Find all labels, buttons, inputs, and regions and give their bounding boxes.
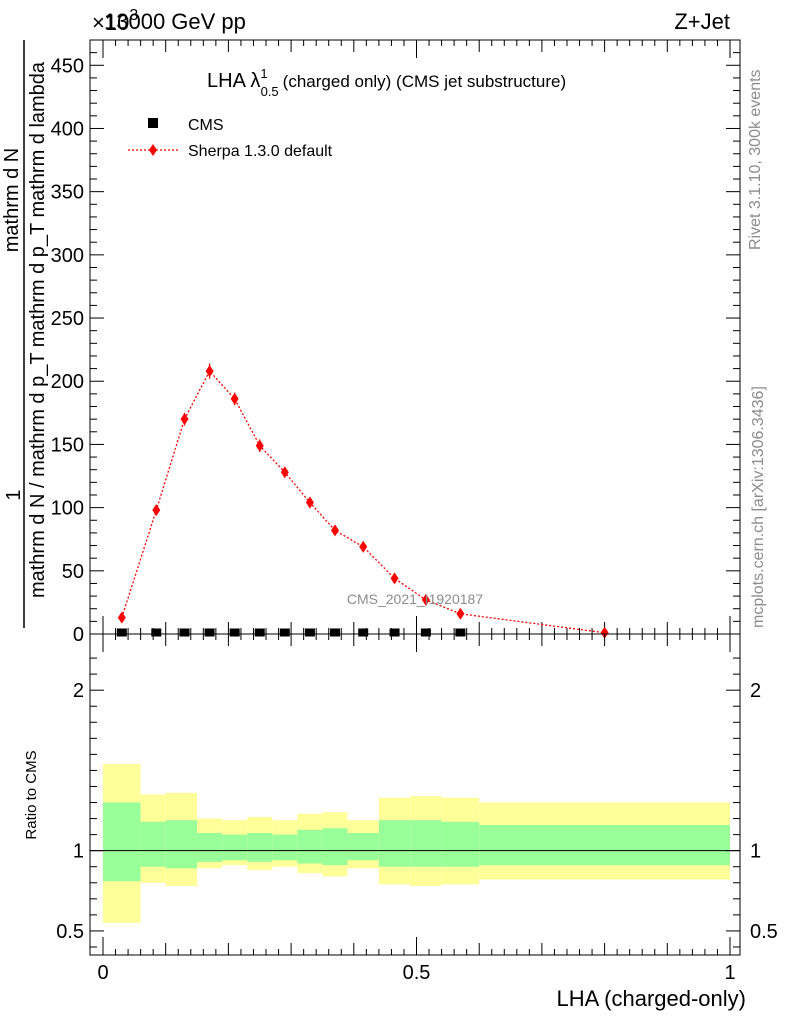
- ratio-inner-band: [322, 828, 348, 866]
- main-y-tick-label: 300: [51, 245, 84, 267]
- sherpa-point: [230, 392, 239, 405]
- ratio-y-tick-label-right: 0.5: [750, 921, 778, 943]
- legend-cms-marker: [148, 118, 158, 128]
- ratio-inner-band: [479, 824, 730, 866]
- main-y-tick-label: 400: [51, 118, 84, 140]
- ratio-inner-band: [378, 820, 411, 867]
- main-y-tick-label: 200: [51, 371, 84, 393]
- ratio-y-tick-label: 2: [73, 680, 84, 702]
- ratio-y-tick-label-right: 1: [750, 841, 761, 863]
- cms-point: [455, 628, 466, 637]
- cms-point: [389, 628, 400, 637]
- sherpa-point: [152, 504, 161, 517]
- cms-point: [254, 628, 265, 637]
- ratio-plot-panel: 0 0.5 1 0.5 0.5 1 1 2 2: [56, 633, 778, 984]
- sherpa-point: [255, 439, 264, 452]
- sherpa-point: [390, 572, 399, 585]
- x-tick-label: 1: [724, 962, 735, 984]
- main-y-tick-label: 450: [51, 55, 84, 77]
- cms-point: [420, 628, 431, 637]
- main-plot-panel: 0 50 100 150 200 250 300 350 400 450: [51, 39, 741, 646]
- cms-point: [279, 628, 290, 637]
- mcplots-label: mcplots.cern.ch [arXiv:1306.3436]: [750, 386, 767, 628]
- header-exponent: ×103: [92, 7, 138, 35]
- main-y-tick-label: 350: [51, 182, 84, 204]
- plot-title: LHA λ1 0.5(charged only) (CMS jet substru…: [207, 66, 566, 99]
- sherpa-line: [121, 369, 605, 634]
- legend-sherpa-label: Sherpa 1.3.0 default: [188, 143, 333, 160]
- cms-point: [358, 628, 369, 637]
- y-axis-label-denominator: mathrm d N / mathrm d p_T mathrm d p_T m…: [27, 61, 49, 598]
- sherpa-point: [330, 524, 339, 537]
- main-y-tick-label: 250: [51, 308, 84, 330]
- y-axis-label-numerator: 1: [3, 489, 25, 500]
- cms-point: [151, 628, 162, 637]
- cms-point: [179, 628, 190, 637]
- ratio-axis-label: Ratio to CMS: [23, 750, 40, 839]
- sherpa-point: [117, 611, 126, 624]
- ratio-inner-band: [247, 833, 273, 862]
- sherpa-point: [305, 496, 314, 509]
- ratio-inner-band: [297, 829, 323, 864]
- cms-point: [204, 628, 215, 637]
- ratio-inner-band: [272, 834, 298, 861]
- ratio-inner-band: [197, 833, 223, 862]
- sherpa-point: [205, 365, 214, 378]
- cms-point: [229, 628, 240, 637]
- main-y-tick-label: 0: [73, 624, 84, 646]
- y-axis-label-upper: mathrm d N: [1, 148, 23, 252]
- y-axis-label: 1 mathrm d N mathrm d N / mathrm d p_T m…: [1, 40, 49, 628]
- cms-point: [329, 628, 340, 637]
- ratio-inner-band: [222, 834, 248, 861]
- main-y-tick-label: 50: [62, 561, 84, 583]
- sherpa-point: [421, 593, 430, 606]
- ratio-y-tick-label-right: 2: [750, 680, 761, 702]
- header-right-title: Z+Jet: [674, 9, 730, 34]
- ratio-inner-band: [103, 802, 141, 882]
- ratio-inner-band: [441, 821, 480, 867]
- main-y-tick-label: 150: [51, 434, 84, 456]
- x-tick-label: 0: [97, 962, 108, 984]
- sherpa-point: [456, 607, 465, 620]
- ratio-inner-band: [347, 833, 379, 861]
- analysis-watermark: CMS_2021_I1920187: [347, 591, 483, 607]
- legend: CMS Sherpa 1.3.0 default: [128, 117, 333, 160]
- ratio-y-tick-label: 0.5: [56, 921, 84, 943]
- ratio-plot-frame: [89, 633, 741, 956]
- sherpa-point: [359, 540, 368, 553]
- sherpa-point: [280, 466, 289, 479]
- x-axis-label: LHA (charged-only): [556, 986, 746, 1011]
- header-left-title: 13000 GeV pp: [104, 9, 246, 34]
- x-tick-label: 0.5: [403, 962, 431, 984]
- main-y-tick-label: 100: [51, 498, 84, 520]
- sherpa-point: [180, 413, 189, 426]
- rivet-label: Rivet 3.1.10, 300k events: [747, 69, 764, 250]
- ratio-inner-band: [410, 820, 442, 867]
- ratio-inner-band: [140, 821, 166, 867]
- legend-cms-label: CMS: [188, 117, 224, 134]
- legend-sherpa-marker: [149, 144, 157, 156]
- ratio-y-tick-label: 1: [73, 841, 84, 863]
- sherpa-point: [600, 626, 609, 639]
- cms-point: [116, 628, 127, 637]
- ratio-inner-band: [165, 820, 198, 869]
- cms-point: [304, 628, 315, 637]
